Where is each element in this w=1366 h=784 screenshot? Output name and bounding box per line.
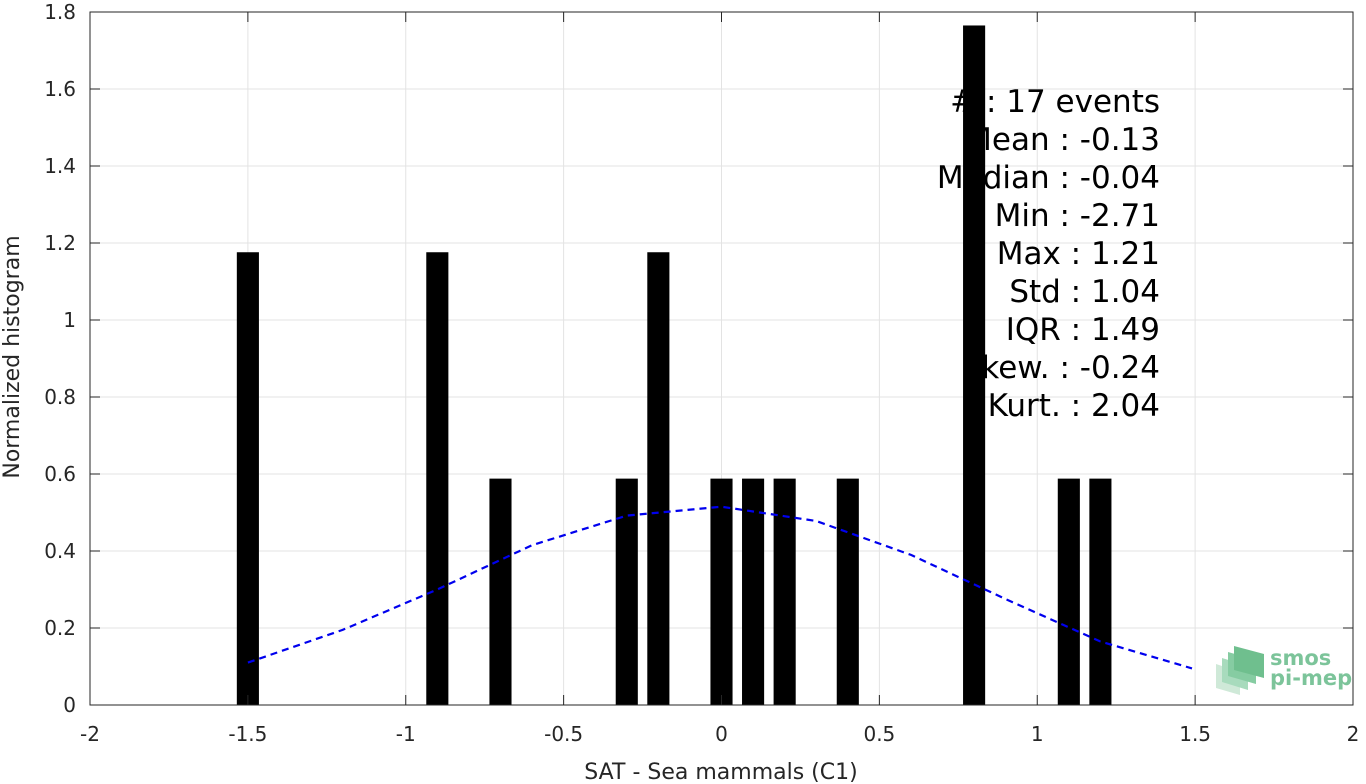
- x-tick-label: 0.5: [863, 722, 895, 746]
- y-axis-label: Normalized histogram: [0, 235, 25, 478]
- stat-line: Min : -2.71: [995, 198, 1160, 234]
- x-tick-label: -1: [396, 722, 416, 746]
- stat-line: Median : -0.04: [937, 160, 1160, 196]
- stat-line: IQR : 1.49: [1006, 312, 1160, 348]
- histogram-bar: [1089, 478, 1112, 705]
- logo-mark-icon: [1216, 646, 1264, 695]
- x-tick-label: -2: [80, 722, 100, 746]
- y-tick-label: 0.4: [44, 539, 76, 563]
- histogram-bar: [710, 478, 733, 705]
- smos-pi-mep-logo: smos pi-mep: [1216, 646, 1352, 695]
- y-tick-label: 1.2: [44, 231, 76, 255]
- x-tick-label: 1.5: [1179, 722, 1211, 746]
- x-axis-label: SAT - Sea mammals (C1): [584, 760, 857, 784]
- y-tick-labels: 0 0.2 0.4 0.6 0.8 1 1.2 1.4 1.6 1.8: [44, 0, 76, 717]
- histogram-bar: [489, 478, 512, 705]
- stat-line: Mean : -0.13: [965, 122, 1160, 158]
- stat-line: # : 17 events: [950, 84, 1160, 120]
- x-tick-label: 2: [1347, 722, 1360, 746]
- grid: [89, 11, 1354, 706]
- y-tick-label: 0.6: [44, 462, 76, 486]
- x-tick-labels: -2 -1.5 -1 -0.5 0 0.5 1 1.5 2: [80, 722, 1359, 746]
- y-tick-label: 1: [63, 308, 76, 332]
- y-tick-label: 1.4: [44, 154, 76, 178]
- y-tick-label: 1.8: [44, 0, 76, 24]
- stat-line: Std : 1.04: [1009, 274, 1160, 310]
- stat-line: Skew. : -0.24: [962, 350, 1160, 386]
- x-tick-label: 0: [715, 722, 728, 746]
- x-tick-label: -0.5: [544, 722, 583, 746]
- axes-box: [89, 11, 1354, 706]
- y-tick-label: 0: [63, 693, 76, 717]
- y-tick-label: 0.2: [44, 616, 76, 640]
- histogram-bar: [236, 252, 259, 706]
- logo-text-line2: pi-mep: [1270, 666, 1352, 690]
- normal-fit-curve: [247, 505, 1193, 670]
- stat-line: Max : 1.21: [997, 236, 1160, 272]
- histogram-bar: [773, 478, 796, 705]
- x-tick-label: -1.5: [228, 722, 267, 746]
- y-tick-label: 1.6: [44, 77, 76, 101]
- logo-text-line1: smos: [1270, 646, 1331, 670]
- histogram-bar: [1057, 478, 1080, 705]
- stat-line: Kurt. : 2.04: [988, 388, 1160, 424]
- histogram-bar: [426, 252, 449, 706]
- x-tick-label: 1: [1031, 722, 1044, 746]
- histogram-bar: [615, 478, 638, 705]
- histogram-bar: [836, 478, 859, 705]
- y-tick-label: 0.8: [44, 385, 76, 409]
- histogram-bar: [647, 252, 670, 706]
- histogram-bar: [963, 25, 986, 706]
- histogram-bar: [742, 478, 765, 705]
